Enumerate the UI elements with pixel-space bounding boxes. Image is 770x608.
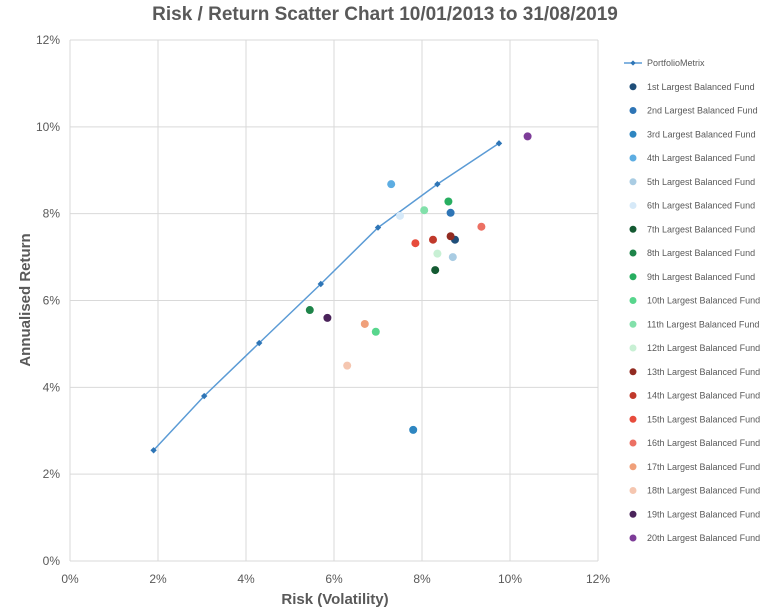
legend-label: 11th Largest Balanced Fund: [647, 319, 759, 329]
legend-label: 19th Largest Balanced Fund: [647, 509, 760, 519]
y-tick-label: 0%: [43, 554, 61, 568]
legend-marker: [629, 202, 637, 209]
line-point-marker: [317, 280, 324, 288]
scatter-point: [420, 206, 429, 215]
legend-label: PortfolioMetrix: [647, 58, 705, 68]
scatter-point: [360, 319, 369, 328]
legend-label: 2nd Largest Balanced Fund: [647, 106, 758, 116]
chart-title: Risk / Return Scatter Chart 10/01/2013 t…: [152, 4, 618, 25]
scatter-point: [343, 361, 352, 370]
scatter-point: [387, 180, 396, 189]
line-point-marker: [374, 224, 382, 231]
legend-label: 4th Largest Balanced Fund: [647, 153, 755, 163]
y-tick-label: 4%: [43, 380, 61, 394]
x-tick-label: 6%: [325, 572, 343, 586]
legend-label: 8th Largest Balanced Fund: [647, 248, 755, 258]
legend-marker: [629, 83, 637, 91]
x-tick-label: 10%: [498, 572, 522, 586]
legend-label: 3rd Largest Balanced Fund: [647, 129, 756, 139]
y-tick-label: 10%: [36, 120, 60, 134]
legend-marker: [629, 320, 637, 328]
legend-marker: [629, 415, 637, 423]
legend-marker: [629, 154, 637, 162]
legend-marker: [629, 249, 637, 257]
scatter-point: [523, 132, 532, 141]
legend-label: 1st Largest Balanced Fund: [647, 82, 755, 92]
x-tick-label: 0%: [61, 572, 79, 586]
legend-marker: [629, 130, 637, 138]
legend-label: 5th Largest Balanced Fund: [647, 177, 755, 187]
scatter-point: [433, 249, 442, 258]
axis-layer: 0% 2% 4% 6% 8% 10% 12% 0% 2% 4% 6% 8% 10% 12%: [36, 33, 610, 586]
scatter-point: [431, 266, 440, 275]
scatter-point: [446, 232, 455, 241]
scatter-point: [448, 253, 457, 262]
line-point-marker: [201, 392, 208, 400]
legend-marker: [629, 487, 637, 494]
scatter-point: [411, 239, 420, 248]
x-tick-label: 12%: [586, 572, 610, 586]
y-tick-label: 2%: [43, 467, 61, 481]
legend-marker: [629, 392, 637, 399]
legend-marker: [629, 297, 637, 304]
legend-label: 6th Largest Balanced Fund: [647, 201, 755, 211]
x-tick-label: 2%: [149, 572, 167, 586]
grid-layer: [69, 39, 599, 562]
scatter-point: [477, 222, 486, 231]
legend-marker: [629, 178, 637, 186]
y-tick-label: 8%: [43, 207, 61, 221]
legend-label: 7th Largest Balanced Fund: [647, 224, 755, 234]
legend: PortfolioMetrix 1st Largest Balanced Fund…: [624, 58, 760, 543]
legend-label: 10th Largest Balanced Fund: [647, 296, 760, 306]
legend-marker: [629, 463, 637, 471]
y-tick-label: 6%: [43, 294, 61, 308]
legend-marker: [629, 107, 637, 114]
legend-label: 12th Largest Balanced Fund: [647, 343, 760, 353]
legend-marker: [629, 534, 637, 542]
line-point-marker: [434, 180, 441, 188]
y-axis-title: Annualised Return: [17, 233, 34, 366]
scatter-point: [446, 208, 455, 217]
legend-label: 13th Largest Balanced Fund: [647, 367, 760, 377]
legend-label: 9th Largest Balanced Fund: [647, 272, 755, 282]
line-point-marker: [495, 140, 503, 147]
scatter-point: [396, 211, 404, 220]
legend-label: 14th Largest Balanced Fund: [647, 391, 760, 401]
x-tick-label: 4%: [237, 572, 255, 586]
legend-marker: [629, 368, 637, 376]
scatter-point: [323, 313, 332, 322]
legend-label: 17th Largest Balanced Fund: [647, 462, 760, 472]
x-axis-title: Risk (Volatility): [281, 591, 388, 608]
legend-label: 15th Largest Balanced Fund: [647, 414, 760, 424]
legend-marker: [630, 60, 636, 66]
x-tick-label: 8%: [413, 572, 431, 586]
legend-marker: [629, 344, 637, 352]
scatter-point: [444, 197, 453, 206]
legend-marker: [629, 273, 637, 281]
line-point-marker: [150, 447, 157, 454]
legend-marker: [629, 439, 637, 447]
y-tick-label: 12%: [36, 33, 60, 47]
line-point-marker: [256, 339, 263, 347]
scatter-point: [409, 425, 418, 434]
series-line: [153, 142, 500, 451]
legend-marker: [629, 225, 637, 233]
legend-marker: [629, 510, 637, 518]
scatter-point: [371, 327, 380, 336]
legend-label: 18th Largest Balanced Fund: [647, 486, 760, 496]
data-layer: [150, 132, 532, 454]
scatter-point: [305, 306, 314, 315]
scatter-point: [429, 235, 437, 244]
legend-label: 20th Largest Balanced Fund: [647, 533, 760, 543]
legend-label: 16th Largest Balanced Fund: [647, 438, 760, 448]
